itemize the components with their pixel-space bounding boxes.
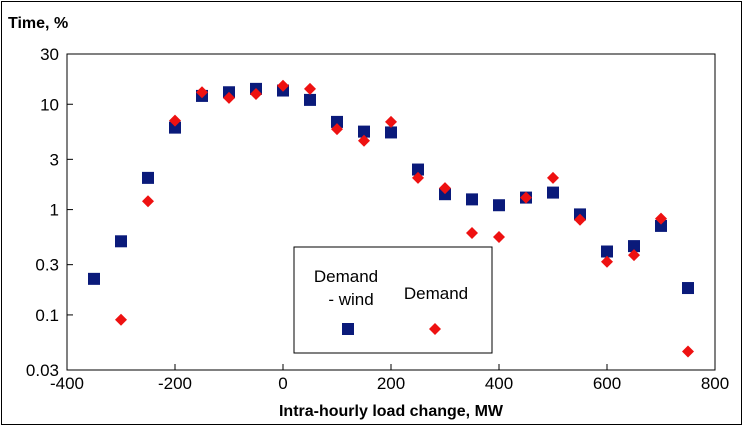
data-point-diamond [169,114,181,127]
data-point-diamond [223,91,235,104]
data-point-diamond [547,171,559,184]
data-point-square [412,163,424,176]
x-tick-label: -200 [158,374,192,393]
data-point-diamond [682,345,694,358]
data-point-diamond [331,123,343,136]
data-point-square [358,125,370,138]
y-tick-label: 10 [40,95,59,114]
data-point-square [115,235,127,248]
data-point-square [493,199,505,212]
data-point-square [88,272,100,285]
y-tick-label: 0.03 [26,361,59,380]
data-point-diamond [196,86,208,99]
data-point-diamond [655,212,667,225]
x-tick-label: 600 [593,374,621,393]
data-point-diamond [358,134,370,147]
legend-box [293,246,493,354]
data-point-square [439,188,451,201]
legend-label-demand: Demand [404,284,468,303]
data-point-square [682,282,694,295]
y-tick-label: 30 [40,45,59,64]
data-point-diamond [385,115,397,128]
data-point-diamond [574,213,586,226]
data-point-diamond [628,249,640,262]
x-tick-label: -400 [50,374,84,393]
data-point-diamond [412,171,424,184]
data-point-diamond [520,191,532,204]
series-demand [115,79,694,358]
data-point-diamond [250,88,262,101]
y-tick-label: 0.1 [35,306,59,325]
data-point-square [466,193,478,206]
data-point-diamond [439,182,451,195]
data-point-diamond [115,313,127,326]
data-point-diamond [493,230,505,243]
data-point-diamond [601,255,613,268]
data-point-square [601,245,613,258]
y-tick-label: 0.3 [35,256,59,275]
data-point-diamond [304,82,316,95]
data-point-square [142,171,154,184]
data-point-square [331,115,343,128]
data-point-diamond [277,79,289,92]
x-axis: -400 -200 0 200 400 600 800 [50,364,729,393]
y-tick-label: 1 [50,201,59,220]
y-axis: 0.03 0.1 0.3 1 3 10 30 [26,45,73,380]
data-point-square [547,186,559,199]
y-tick-label: 3 [50,150,59,169]
legend-label-demand-wind: Demand [314,267,378,286]
legend-marker-square [342,323,354,335]
legend-marker-diamond [429,323,441,335]
x-tick-label: 0 [278,374,287,393]
legend: Demand - wind Demand [293,246,493,354]
data-points [88,79,694,358]
data-point-square [655,219,667,232]
data-point-square [169,121,181,134]
x-axis-label: Intra-hourly load change, MW [279,403,504,420]
data-point-square [385,126,397,139]
data-point-square [628,240,640,253]
data-point-diamond [466,226,478,239]
data-point-diamond [142,195,154,208]
x-tick-label: 200 [377,374,405,393]
chart-title: Time, % [8,15,68,32]
x-tick-label: 400 [485,374,513,393]
x-tick-label: 800 [701,374,729,393]
data-point-square [304,93,316,106]
legend-label-demand-wind: - wind [328,290,373,309]
